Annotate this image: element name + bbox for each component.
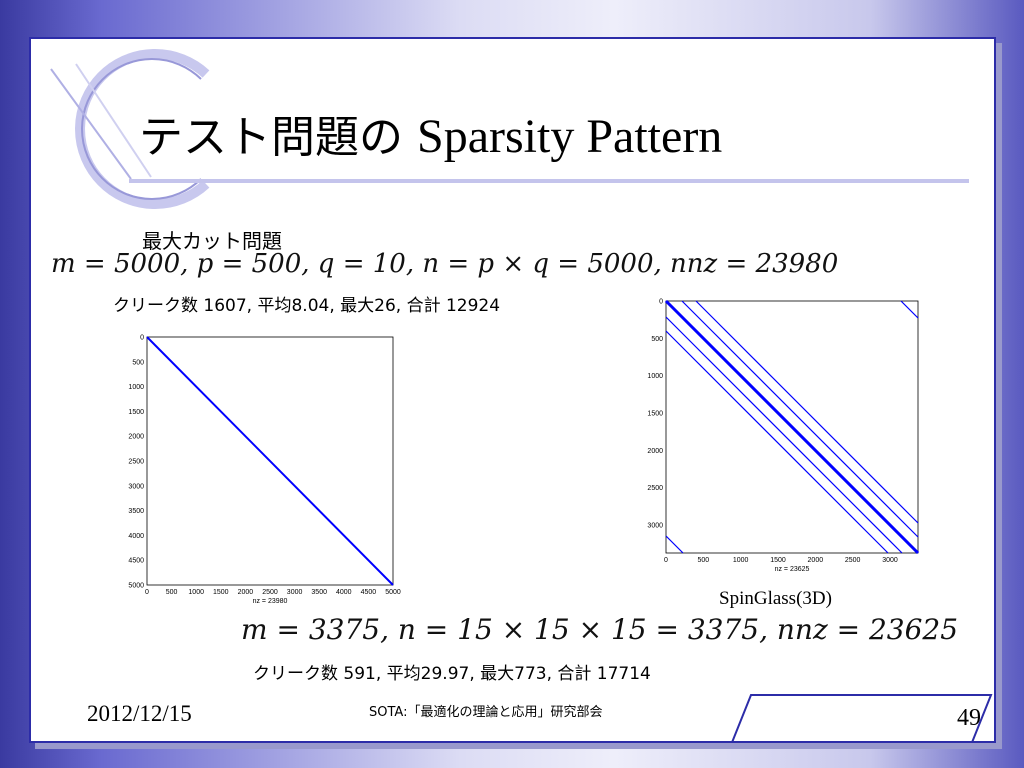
spinglass-main-diagonal <box>664 299 920 555</box>
maxcut-xtick: 3000 <box>287 589 303 596</box>
title-underline <box>129 179 969 183</box>
title-japanese: テスト問題の <box>139 112 403 163</box>
spinglass-lower-band-1 <box>665 316 903 554</box>
maxcut-formula: m = 5000, p = 500, q = 10, n = p × q = 5… <box>51 249 839 279</box>
spinglass-ytick: 2500 <box>647 485 663 492</box>
spinglass-xtick: 2000 <box>808 557 824 564</box>
spinglass-caption: SpinGlass(3D) <box>719 588 832 609</box>
maxcut-ytick: 0 <box>140 335 144 342</box>
maxcut-xtick: 1000 <box>188 589 204 596</box>
spinglass-corner-bottom <box>665 535 684 554</box>
maxcut-xtick: 1500 <box>213 589 229 596</box>
footer-center-text: SOTA:「最適化の理論と応用」研究部会 <box>369 705 603 720</box>
maxcut-plot-svg: 0 500 1000 1500 2000 2500 3000 3500 4000 4500 5000… <box>128 335 401 606</box>
spinglass-lower-band-2 <box>665 330 889 554</box>
maxcut-xtick: 500 <box>166 589 178 596</box>
decorative-arcs <box>50 49 210 209</box>
maxcut-sparsity-plot: 0 500 1000 1500 2000 2500 3000 3500 4000 4500 5000… <box>119 329 409 613</box>
maxcut-xtick: 3500 <box>311 589 327 596</box>
maxcut-heading: 最大カット問題 <box>142 229 282 253</box>
maxcut-xtick: 2000 <box>238 589 254 596</box>
maxcut-xtick: 2500 <box>262 589 278 596</box>
spinglass-corner-top <box>900 300 919 319</box>
spinglass-upper-band-1 <box>681 300 919 538</box>
maxcut-stats: クリーク数 1607, 平均8.04, 最大26, 合計 12924 <box>113 296 501 316</box>
spinglass-ytick: 1000 <box>647 373 663 380</box>
maxcut-ytick: 2000 <box>128 434 144 441</box>
spinglass-ytick: 2000 <box>647 448 663 455</box>
spinglass-ytick: 1500 <box>647 411 663 418</box>
spinglass-stats: クリーク数 591, 平均29.97, 最大773, 合計 17714 <box>253 664 651 684</box>
spinglass-xtick: 1500 <box>770 557 786 564</box>
maxcut-ytick: 3500 <box>128 508 144 515</box>
maxcut-xtick: 5000 <box>385 589 401 596</box>
spinglass-formula: m = 3375, n = 15 × 15 × 15 = 3375, nnz =… <box>241 613 959 646</box>
spinglass-xtick: 0 <box>664 557 668 564</box>
maxcut-xtick: 0 <box>145 589 149 596</box>
slide-title: テスト問題の Sparsity Pattern <box>139 101 722 165</box>
maxcut-ytick: 4000 <box>128 533 144 540</box>
maxcut-ytick: 2500 <box>128 459 144 466</box>
slide-number: 49 <box>957 705 981 731</box>
maxcut-xtick: 4000 <box>336 589 352 596</box>
spinglass-xtick: 500 <box>697 557 709 564</box>
footer-decoration <box>731 694 993 741</box>
maxcut-ytick: 1500 <box>128 409 144 416</box>
maxcut-ytick: 500 <box>132 359 144 366</box>
spinglass-ytick: 0 <box>659 299 663 306</box>
slide: テスト問題の Sparsity Pattern 最大カット問題 m = 5000… <box>29 37 996 743</box>
spinglass-ytick: 3000 <box>647 523 663 530</box>
spinglass-xlabel: nz = 23625 <box>775 566 810 573</box>
spinglass-ytick: 500 <box>651 336 663 343</box>
spinglass-sparsity-plot: 0 500 1000 1500 2000 2500 3000 0 500 1000 1500 2000… <box>636 293 936 587</box>
maxcut-xlabel: nz = 23980 <box>253 598 288 605</box>
maxcut-ytick: 4500 <box>128 558 144 565</box>
spinglass-plot-svg: 0 500 1000 1500 2000 2500 3000 0 500 1000 1500 2000… <box>647 299 920 573</box>
footer-date: 2012/12/15 <box>87 701 192 726</box>
maxcut-ytick: 5000 <box>128 583 144 590</box>
maxcut-diagonal <box>146 336 394 586</box>
maxcut-xtick: 4500 <box>361 589 377 596</box>
maxcut-ytick: 1000 <box>128 384 144 391</box>
maxcut-ytick: 3000 <box>128 483 144 490</box>
title-english: Sparsity Pattern <box>417 110 723 163</box>
spinglass-upper-band-2 <box>695 300 919 524</box>
spinglass-xtick: 3000 <box>882 557 898 564</box>
spinglass-xtick: 1000 <box>733 557 749 564</box>
spinglass-xtick: 2500 <box>845 557 861 564</box>
